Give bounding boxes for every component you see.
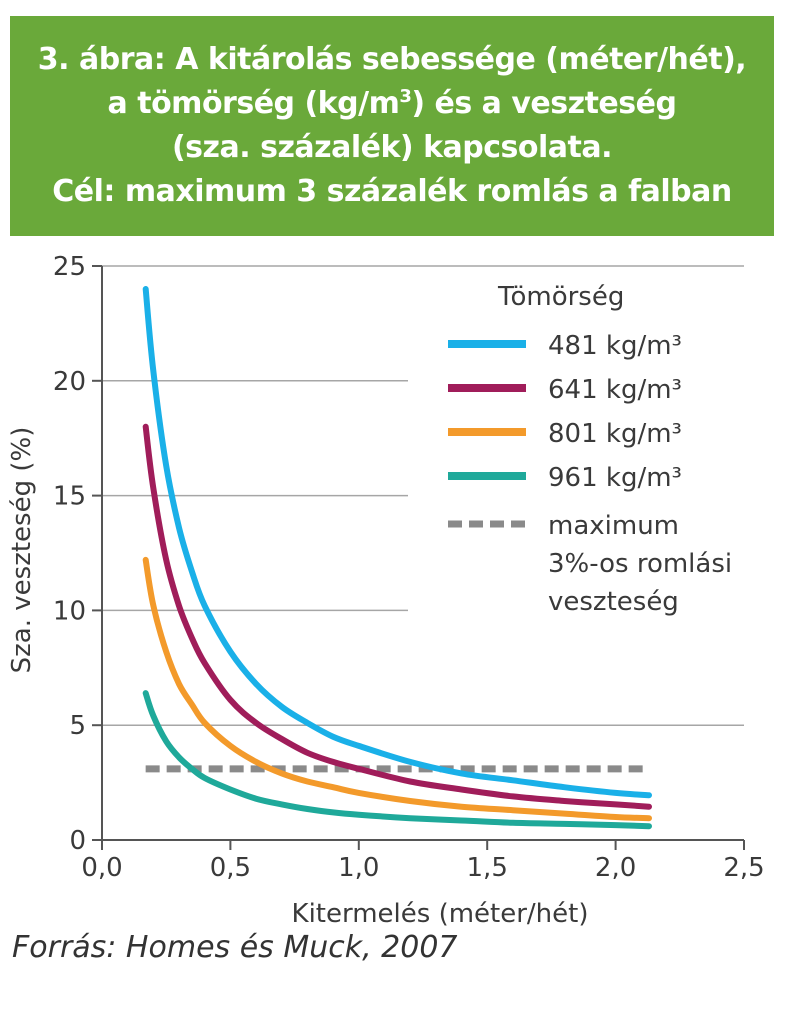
legend-threshold-label-2: 3%-os romlási [548,549,732,579]
legend-label-4: 961 kg/m³ [548,463,682,493]
series-line-1 [142,286,652,799]
title-line-2-pre: a tömörség (kg/m [107,86,400,121]
y-tick-label-10: 10 [53,596,86,626]
series-layer [142,286,652,830]
title-line-4: Cél: maximum 3 százalék romlás a falban [52,174,732,209]
tick-labels: 0 5 10 15 20 25 0,0 0,5 1,0 1,5 2,0 2,5 [53,252,765,883]
x-tick-label-0: 0,0 [81,853,122,883]
title-line-3: (sza. százalék) kapcsolata. [171,130,613,165]
legend-label-3: 801 kg/m³ [548,419,682,449]
x-tick-label-2.5: 2,5 [723,853,764,883]
legend-threshold-label-3: veszteség [548,587,679,617]
y-tick-label-5: 5 [69,711,86,741]
x-tick-label-0.5: 0,5 [210,853,251,883]
y-tick-label-25: 25 [53,252,86,282]
y-axis-label: Sza. veszteség (%) [7,427,37,674]
x-tick-label-1: 1,0 [338,853,379,883]
x-tick-label-1.5: 1,5 [467,853,508,883]
legend-label-1: 481 kg/m³ [548,331,682,361]
series-line-2 [142,423,652,810]
title-line-2: a tömörség (kg/m3) és a veszteség [108,82,677,126]
legend-title: Tömörség [497,282,624,312]
title-line-1: 3. ábra: A kitárolás sebessége (méter/hé… [37,42,747,77]
chart-title-box: 3. ábra: A kitárolás sebessége (méter/hé… [10,16,774,236]
title-line-2-post: ) és a veszteség [411,86,677,121]
legend-threshold-label-1: maximum [548,511,679,541]
legend-label-2: 641 kg/m³ [548,375,682,405]
x-axis-label: Kitermelés (méter/hét) [292,899,589,929]
y-tick-label-15: 15 [53,482,86,512]
title-line-2-sup: 3 [399,86,412,107]
source-note: Forrás: Homes és Muck, 2007 [12,930,458,965]
series-line-3 [142,556,652,822]
axes-layer [92,265,745,850]
series-line-4 [142,690,652,830]
y-tick-label-20: 20 [53,367,86,397]
y-tick-label-0: 0 [69,826,86,856]
x-tick-label-2: 2,0 [595,853,636,883]
legend: Tömörség 481 kg/m³ 641 kg/m³ 801 kg/m³ 961 k… [448,282,732,617]
